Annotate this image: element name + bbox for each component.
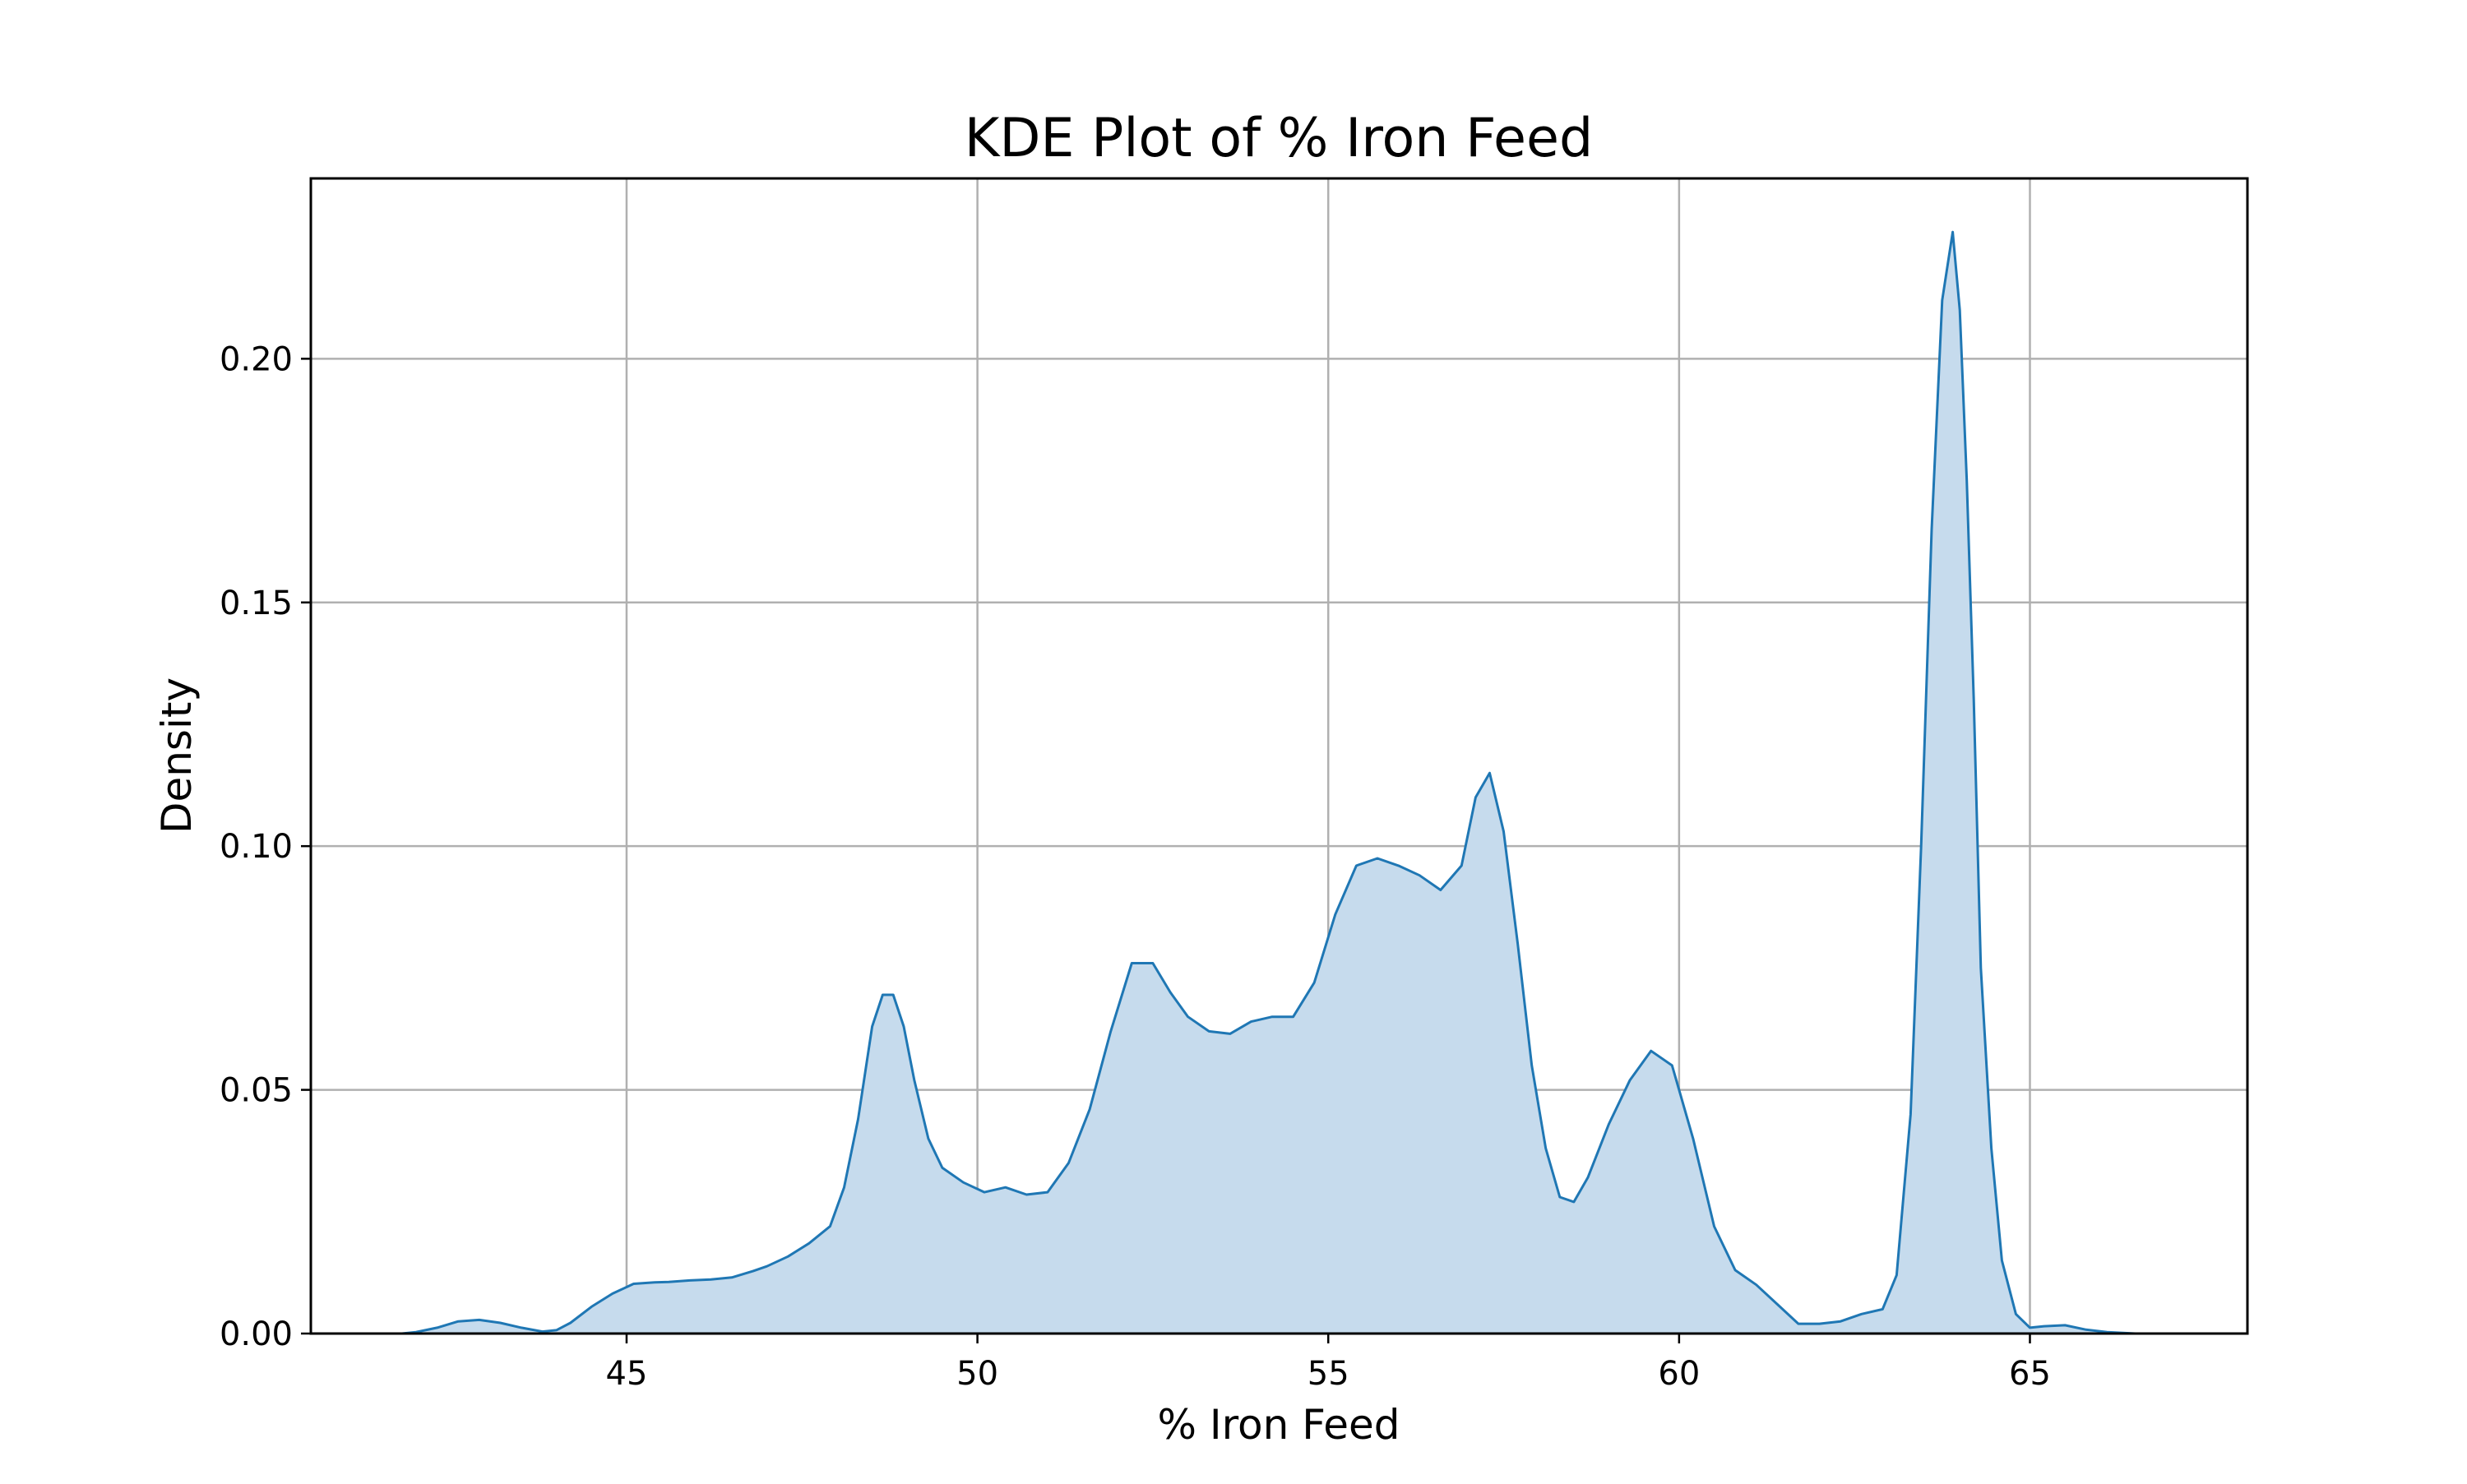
y-tick-label: 0.20 [220,340,293,378]
plot-frame [309,177,2249,1335]
y-tick-label: 0.15 [220,585,293,622]
x-axis-label: % Iron Feed [1157,1401,1400,1449]
density-line [401,230,2157,1335]
x-tick-label: 45 [606,1355,648,1393]
chart-title: KDE Plot of % Iron Feed [965,108,1593,169]
density-fill [401,232,2157,1334]
density-area-group [401,230,2157,1335]
y-tick-label: 0.00 [220,1315,293,1353]
x-axis-ticks: 45 50 55 60 65 [606,1334,2051,1393]
y-tick-label: 0.05 [220,1072,293,1110]
x-tick-label: 60 [1658,1355,1700,1393]
x-tick-label: 55 [1308,1355,1349,1393]
y-axis-label: Density [153,677,201,834]
y-axis-ticks: 0.00 0.05 0.10 0.15 0.20 [220,340,311,1353]
x-tick-label: 50 [956,1355,998,1393]
x-tick-label: 65 [2009,1355,2051,1393]
y-tick-label: 0.10 [220,828,293,866]
